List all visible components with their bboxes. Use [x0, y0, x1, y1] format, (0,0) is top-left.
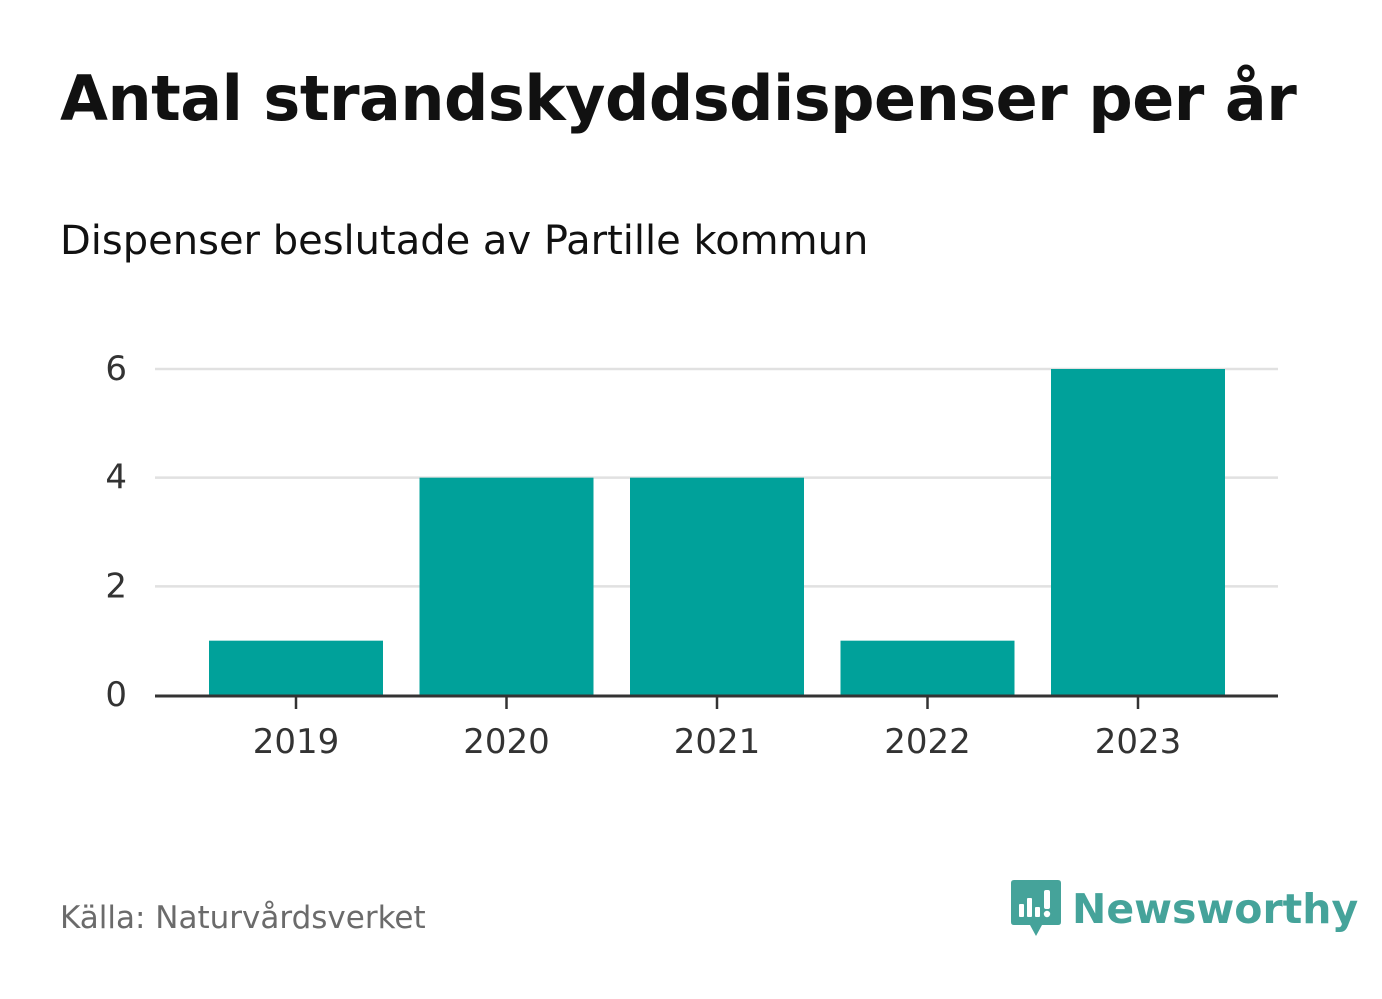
x-tick-label: 2019 — [253, 722, 340, 762]
bar-2020 — [419, 477, 594, 695]
chart-subtitle: Dispenser beslutade av Partille kommun — [60, 218, 869, 264]
bar-2023 — [1051, 369, 1225, 695]
bar-2021 — [630, 477, 804, 695]
y-tick-label: 6 — [105, 349, 127, 389]
newsworthy-logo-icon — [1011, 880, 1061, 936]
x-tick-label: 2021 — [674, 722, 761, 762]
brand-name: Newsworthy — [1072, 885, 1359, 933]
y-tick-label: 4 — [105, 458, 127, 498]
x-tick-label: 2023 — [1095, 722, 1182, 762]
source-note: Källa: Naturvårdsverket — [60, 900, 426, 936]
x-tick-label: 2022 — [884, 722, 971, 762]
bar-2019 — [209, 640, 383, 695]
bar-2022 — [840, 640, 1015, 695]
brand-logo: Newsworthy — [1010, 878, 1358, 940]
y-tick-label: 2 — [105, 566, 127, 606]
y-tick-label: 0 — [105, 675, 127, 715]
x-tick-label: 2020 — [463, 722, 550, 762]
chart-title: Antal strandskyddsdispenser per år — [60, 62, 1297, 135]
